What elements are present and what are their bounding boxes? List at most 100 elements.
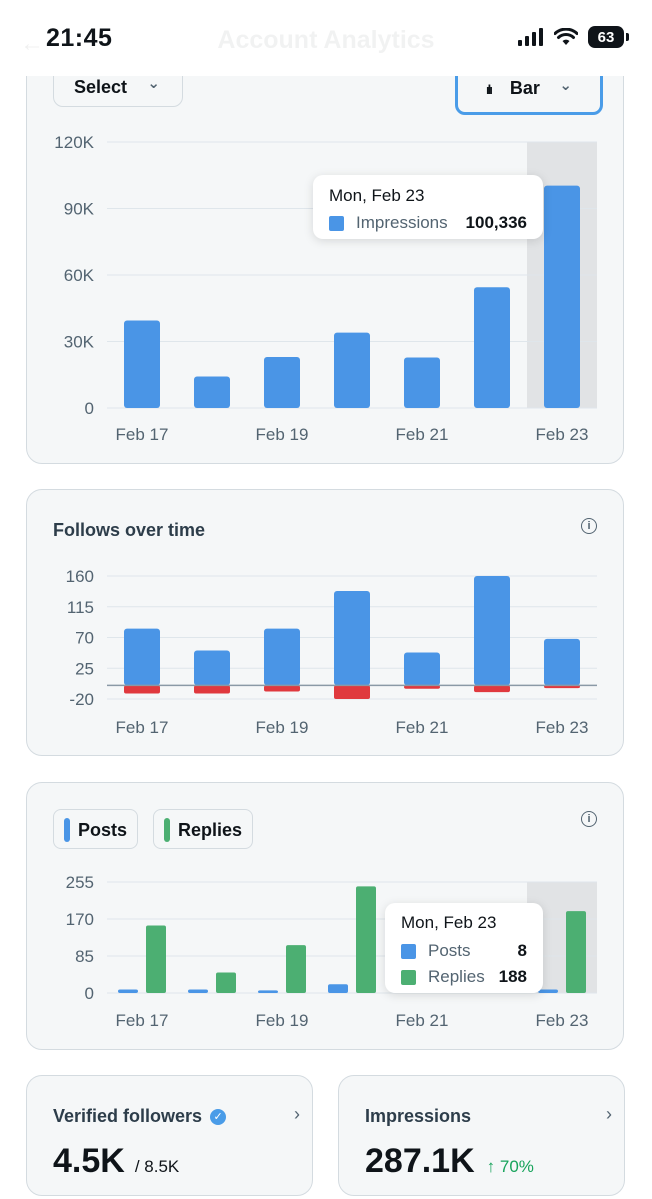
follows-bar [124, 628, 160, 686]
impressions-total-card[interactable]: Impressions › 287.1K ↑ 70% [338, 1075, 625, 1196]
y-tick-label: 120K [54, 133, 94, 152]
tooltip-label: Impressions [356, 213, 448, 232]
y-tick-label: 0 [85, 399, 94, 418]
y-tick-label: 85 [75, 947, 94, 966]
unfollows-bar [124, 685, 160, 694]
posts-swatch [401, 943, 416, 959]
y-tick-label: 0 [85, 984, 94, 1003]
impressions-bar [194, 376, 230, 408]
impressions-chart-card: Select ⌄ ılı Bar ⌄ 0 30K 60K 90K 120K Feb 17 F… [26, 40, 624, 464]
bar-chart-icon: ılı [486, 82, 493, 97]
verified-followers-value-row: 4.5K / 8.5K [53, 1142, 179, 1181]
info-icon[interactable]: i [581, 811, 597, 827]
follows-chart-title: Follows over time [53, 520, 206, 540]
y-tick-label: 170 [66, 910, 94, 929]
y-tick-label: 160 [66, 567, 94, 586]
select-dropdown-label: Select [74, 77, 128, 97]
unfollows-bar [404, 685, 440, 689]
follows-bar [264, 628, 300, 686]
impressions-bar [124, 320, 160, 408]
x-tick-label: Feb 23 [536, 425, 589, 444]
impressions-bar [404, 357, 440, 408]
verified-followers-label-row: Verified followers ✓ [53, 1106, 227, 1127]
impressions-value-row: 287.1K ↑ 70% [365, 1142, 534, 1181]
posts-color-marker [64, 818, 70, 842]
chevron-right-icon[interactable]: › [294, 1104, 300, 1124]
replies-bar [286, 945, 306, 993]
posts-bar [118, 989, 138, 993]
replies-color-marker [164, 818, 170, 842]
status-bar: ← Account Analytics 21:45 63 [0, 0, 652, 76]
posts-bar [188, 989, 208, 993]
impressions-label-row: Impressions [365, 1106, 471, 1127]
follows-bar [194, 650, 230, 686]
impressions-label: Impressions [365, 1106, 472, 1126]
legend-posts-label: Posts [78, 820, 128, 840]
impressions-bar [474, 287, 510, 408]
verified-followers-label: Verified followers [53, 1106, 203, 1126]
impressions-chart[interactable]: 0 30K 60K 90K 120K Feb 17 Feb 19 Feb 21 Feb 23 [27, 41, 625, 465]
impressions-change: ↑ 70% [486, 1157, 534, 1176]
replies-bar [146, 925, 166, 993]
impressions-bar [544, 185, 580, 408]
info-icon[interactable]: i [581, 518, 597, 534]
replies-bar [566, 911, 586, 993]
y-tick-label: 255 [66, 873, 94, 892]
y-tick-label: 25 [75, 659, 94, 678]
unfollows-bar [194, 685, 230, 694]
impressions-bar [334, 332, 370, 408]
x-tick-label: Feb 17 [116, 425, 169, 444]
y-tick-label: 60K [64, 266, 95, 285]
y-tick-label: 70 [75, 629, 94, 648]
verified-followers-card[interactable]: Verified followers ✓ › 4.5K / 8.5K [26, 1075, 313, 1196]
x-tick-label: Feb 17 [116, 718, 169, 737]
wifi-icon [554, 28, 578, 45]
signal-icon [518, 28, 543, 46]
verified-followers-value: 4.5K [53, 1142, 125, 1180]
status-icons: 63 [518, 26, 629, 48]
x-tick-label: Feb 23 [536, 718, 589, 737]
tooltip-date: Mon, Feb 23 [401, 913, 497, 932]
x-tick-label: Feb 17 [116, 1011, 169, 1030]
x-tick-label: Feb 23 [536, 1011, 589, 1030]
x-tick-label: Feb 19 [256, 718, 309, 737]
impressions-tooltip: Mon, Feb 23 Impressions 100,336 [313, 175, 543, 239]
unfollows-bar [334, 685, 370, 699]
chevron-down-icon: ⌄ [147, 75, 160, 92]
tooltip-date: Mon, Feb 23 [329, 186, 425, 205]
unfollows-bar [264, 685, 300, 692]
back-arrow-icon[interactable]: ← [20, 30, 44, 57]
status-time: 21:45 [46, 24, 113, 52]
replies-bar [356, 886, 376, 993]
x-tick-label: Feb 21 [396, 425, 449, 444]
follows-bar [474, 576, 510, 686]
x-tick-label: Feb 19 [256, 425, 309, 444]
page-title: Account Analytics [217, 26, 435, 54]
follows-chart[interactable]: -20 25 70 115 160 Feb 17 Feb 19 Feb 21 Feb 23 [27, 490, 625, 757]
x-tick-label: Feb 21 [396, 718, 449, 737]
posts-bar [328, 984, 348, 993]
x-tick-label: Feb 21 [396, 1011, 449, 1030]
legend-replies-label: Replies [178, 820, 243, 840]
posts-replies-tooltip: Mon, Feb 23 Posts 8 Replies 188 [385, 903, 543, 993]
chevron-right-icon[interactable]: › [606, 1104, 612, 1124]
verified-badge-icon: ✓ [210, 1108, 227, 1125]
impressions-swatch [329, 215, 344, 231]
posts-replies-chart-card: Posts Replies i 0 85 170 255 Feb 17 Feb 19 Feb… [26, 782, 624, 1050]
chart-type-label: Bar [509, 78, 540, 98]
legend-chip-posts[interactable]: Posts [53, 809, 139, 849]
x-tick-label: Feb 19 [256, 1011, 309, 1030]
replies-bar [216, 972, 236, 993]
legend-chip-replies[interactable]: Replies [153, 809, 254, 849]
follows-chart-card: Follows over time i -20 25 70 115 160 Feb 17 F… [26, 489, 624, 756]
replies-swatch [401, 969, 416, 985]
y-tick-label: 30K [64, 333, 95, 352]
y-tick-label: -20 [69, 690, 94, 709]
tooltip-value: 100,336 [465, 213, 527, 232]
unfollows-bar [474, 685, 510, 693]
verified-followers-total: / 8.5K [134, 1157, 180, 1176]
posts-bar [538, 989, 558, 993]
follows-bar [404, 652, 440, 686]
tooltip-posts-label: Posts [428, 941, 471, 960]
follows-bar [544, 638, 580, 686]
